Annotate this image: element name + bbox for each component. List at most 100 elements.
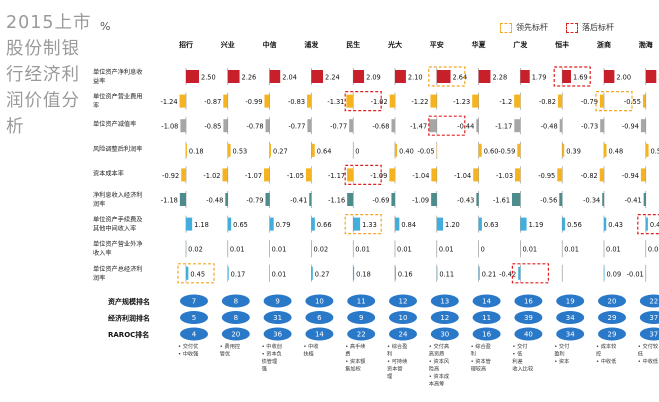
bank-header-10: 浙商 bbox=[597, 40, 611, 49]
rank-pill-1-7 bbox=[472, 311, 501, 324]
bank-header-9: 恒丰 bbox=[554, 40, 569, 49]
value-label-5-1: -0.48 bbox=[206, 197, 223, 205]
value-label-0-8: 1.79 bbox=[532, 74, 547, 82]
lagging-mark-6-11 bbox=[637, 214, 659, 235]
rank-pill-2-10 bbox=[598, 327, 626, 341]
value-label-1-4: -1.31 bbox=[327, 98, 344, 106]
value-label-2-6: -1.47 bbox=[410, 123, 427, 131]
legend-leading: 领先标杆 bbox=[500, 22, 548, 33]
bar-5-10 bbox=[602, 193, 604, 206]
bank-header-11: 渤海 bbox=[639, 40, 653, 49]
bar-6-0 bbox=[186, 217, 193, 231]
rank-pill-2-3 bbox=[305, 327, 334, 341]
bar-0-11 bbox=[645, 70, 657, 83]
value-label-6-2: 0.79 bbox=[276, 221, 291, 229]
note-7: • 综合盈 bbox=[471, 342, 491, 350]
bar-8-6 bbox=[436, 266, 438, 280]
row-label-0: 益率 bbox=[93, 77, 105, 85]
value-label-8-3: 0.27 bbox=[315, 270, 330, 278]
bar-6-10 bbox=[604, 217, 607, 231]
value-label-3-4: 0 bbox=[355, 147, 359, 155]
rank-pill-0-1 bbox=[221, 294, 250, 308]
note-1: • 费用控 bbox=[220, 342, 240, 350]
rank-label-0: 资产规模排名 bbox=[108, 297, 150, 306]
value-label-7-7: 0 bbox=[481, 246, 485, 254]
value-label-0-4: 2.09 bbox=[366, 74, 381, 82]
value-label-7-0: 0.02 bbox=[188, 246, 203, 254]
bar-1-11 bbox=[642, 94, 646, 108]
rank-value-0-7: 14 bbox=[482, 298, 491, 306]
bar-4-8 bbox=[515, 168, 521, 182]
value-label-1-10: -0.79 bbox=[581, 98, 598, 106]
value-label-3-10: 0.48 bbox=[608, 147, 623, 155]
rank-value-0-9: 19 bbox=[566, 298, 575, 306]
rank-value-0-8: 16 bbox=[524, 298, 533, 306]
note-6: • 交付高 bbox=[429, 342, 449, 350]
bar-2-7 bbox=[476, 119, 479, 133]
value-label-1-6: -1.22 bbox=[411, 98, 428, 106]
note-6: 本高筹 bbox=[429, 380, 445, 388]
value-label-1-9: -0.82 bbox=[539, 98, 556, 106]
value-label-1-0: -1.24 bbox=[160, 98, 177, 106]
bar-2-3 bbox=[307, 119, 312, 133]
note-2: 强 bbox=[262, 366, 267, 373]
rank-pill-0-11 bbox=[639, 294, 659, 308]
bar-3-3 bbox=[311, 143, 315, 157]
rank-value-1-1: 8 bbox=[234, 314, 238, 322]
note-9: • 交付 bbox=[554, 342, 569, 350]
value-label-0-10: 2.00 bbox=[616, 74, 631, 82]
bar-4-2 bbox=[264, 168, 270, 182]
bar-1-5 bbox=[389, 94, 395, 108]
value-label-5-7: -0.43 bbox=[457, 197, 474, 205]
value-label-6-7: 0.63 bbox=[484, 221, 499, 229]
rank-value-1-5: 10 bbox=[399, 314, 408, 322]
note-5: 理 bbox=[387, 373, 393, 380]
bar-2-6 bbox=[429, 119, 437, 133]
row-label-3: 风险调整后利润率 bbox=[93, 145, 143, 153]
bar-8-7 bbox=[478, 266, 480, 280]
value-label-7-1: 0.01 bbox=[230, 246, 245, 254]
value-label-2-10: -0.73 bbox=[581, 123, 598, 131]
bank-header-5: 光大 bbox=[387, 40, 402, 49]
value-label-4-7: -1.04 bbox=[454, 172, 471, 180]
rank-value-2-7: 16 bbox=[482, 331, 491, 339]
value-label-4-9: -0.95 bbox=[538, 172, 555, 180]
value-label-6-1: 0.65 bbox=[233, 221, 248, 229]
bar-5-0 bbox=[179, 193, 186, 206]
value-label-5-3: -0.41 bbox=[290, 197, 307, 205]
bar-0-3 bbox=[311, 70, 324, 83]
note-5: • 可持续 bbox=[387, 357, 407, 365]
bar-0-7 bbox=[478, 70, 491, 83]
bar-0-10 bbox=[604, 70, 615, 83]
rank-label-1: 经济利润排名 bbox=[108, 314, 150, 323]
bar-1-7 bbox=[472, 94, 479, 108]
value-label-2-7: -0.44 bbox=[457, 123, 474, 131]
row-label-4: 资本成本率 bbox=[93, 169, 124, 177]
note-6: • 资本成 bbox=[429, 372, 449, 380]
rank-value-2-0: 4 bbox=[192, 331, 197, 339]
row-label-7: 收入率 bbox=[93, 249, 112, 257]
rank-value-1-10: 29 bbox=[608, 314, 617, 322]
rank-pill-0-10 bbox=[598, 294, 626, 308]
note-6: • 资本风 bbox=[429, 357, 450, 365]
rank-pill-0-5 bbox=[389, 294, 417, 308]
rank-value-2-3: 14 bbox=[315, 331, 324, 339]
bar-0-9 bbox=[562, 70, 571, 83]
bar-6-8 bbox=[520, 217, 527, 231]
rank-pill-0-4 bbox=[347, 294, 376, 308]
rank-value-0-1: 8 bbox=[234, 298, 238, 306]
value-label-3-0: 0.18 bbox=[189, 147, 204, 155]
value-label-5-10: -0.34 bbox=[583, 197, 600, 205]
bar-2-5 bbox=[391, 119, 395, 133]
bar-3-5 bbox=[395, 143, 398, 157]
bank-header-6: 平安 bbox=[430, 40, 444, 49]
bar-5-1 bbox=[225, 193, 228, 206]
row-label-2: 单位资产减值率 bbox=[93, 120, 136, 128]
leading-mark-6-4 bbox=[344, 214, 382, 235]
note-7: 理较高 bbox=[471, 365, 487, 373]
value-label-4-10: -0.82 bbox=[581, 172, 598, 180]
bar-6-1 bbox=[227, 217, 232, 231]
note-7: • 资本管 bbox=[471, 357, 491, 365]
value-label-1-5: -1.02 bbox=[371, 98, 388, 106]
bar-2-11 bbox=[640, 119, 646, 133]
